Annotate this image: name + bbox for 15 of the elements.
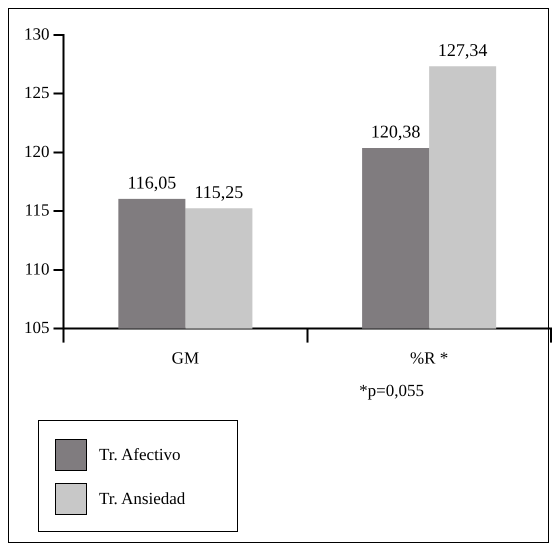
legend-label: Tr. Ansiedad (99, 489, 186, 509)
x-tick-label: %R * (410, 348, 448, 368)
data-label: 120,38 (370, 122, 420, 142)
y-tick-label: 120 (24, 142, 50, 161)
y-tick-label: 125 (24, 83, 50, 102)
y-tick-label: 110 (24, 259, 50, 278)
data-label: 116,05 (127, 172, 176, 193)
legend-label: Tr. Afectivo (99, 445, 181, 465)
y-tick-label: 105 (24, 318, 50, 338)
x-tick-label: GM (172, 348, 200, 368)
data-label: 115,25 (194, 182, 244, 202)
y-tick-label: 130 (24, 24, 50, 44)
data-label: 127,34 (438, 40, 488, 60)
text: *p=0,055 (359, 380, 424, 400)
y-tick-label: 115 (24, 200, 50, 220)
